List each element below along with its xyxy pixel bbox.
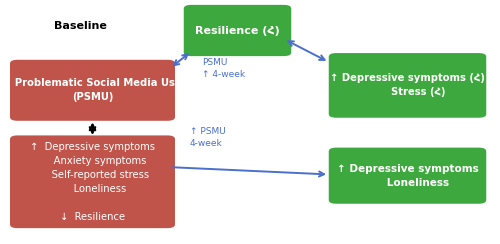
FancyBboxPatch shape [10, 135, 175, 228]
FancyBboxPatch shape [329, 53, 486, 118]
FancyBboxPatch shape [184, 5, 291, 56]
FancyBboxPatch shape [329, 148, 486, 204]
Text: Baseline: Baseline [54, 21, 106, 30]
Text: ↑ PSMU
4-week: ↑ PSMU 4-week [190, 127, 226, 148]
Text: Resilience (Հ): Resilience (Հ) [195, 25, 280, 36]
Text: PSMU
↑ 4-week: PSMU ↑ 4-week [202, 58, 246, 79]
Text: ↑  Depressive symptoms
     Anxiety symptoms
     Self-reported stress
     Lone: ↑ Depressive symptoms Anxiety symptoms S… [30, 142, 155, 222]
Text: ↑ Depressive symptoms (Հ)
      Stress (Հ): ↑ Depressive symptoms (Հ) Stress (Հ) [330, 73, 485, 97]
FancyBboxPatch shape [10, 60, 175, 121]
Text: ↑ Problematic Social Media Use
(PSMU): ↑ Problematic Social Media Use (PSMU) [3, 78, 182, 102]
Text: ↑ Depressive symptoms
      Loneliness: ↑ Depressive symptoms Loneliness [336, 164, 478, 188]
